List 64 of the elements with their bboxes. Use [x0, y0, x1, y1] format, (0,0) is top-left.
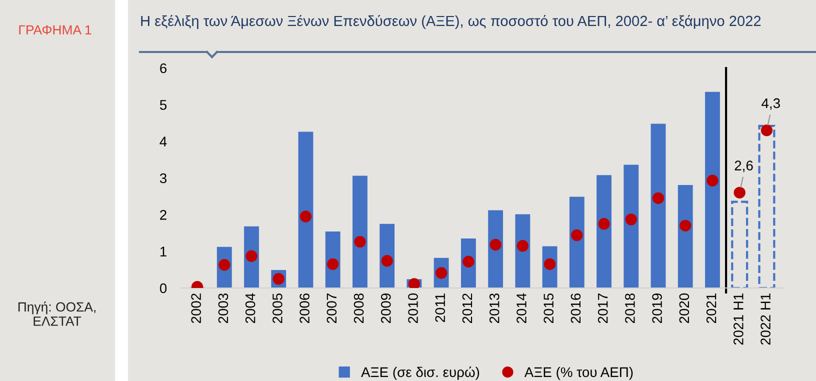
y-tick-label: 0	[160, 283, 167, 294]
bar	[569, 196, 584, 288]
point	[706, 174, 718, 186]
x-tick-label: 2012	[462, 294, 472, 324]
bar	[515, 214, 530, 288]
x-tick-label: 2014	[516, 293, 526, 324]
point	[680, 220, 692, 232]
x-tick-label: 2010	[408, 293, 418, 324]
point	[462, 256, 474, 268]
y-tick-label: 6	[160, 63, 166, 74]
point	[354, 236, 366, 248]
point	[760, 124, 773, 136]
bar	[705, 92, 720, 288]
bar	[624, 164, 639, 288]
y-tick-label: 5	[160, 100, 167, 110]
bar	[488, 210, 504, 288]
point	[598, 218, 610, 230]
bar	[731, 200, 748, 288]
point	[381, 255, 393, 267]
y-tick-label: 4	[160, 136, 167, 146]
x-tick-label: 2002	[191, 294, 201, 324]
y-tick-label: 1	[160, 246, 166, 256]
x-tick-label: 2011	[435, 294, 446, 322]
point	[571, 229, 583, 242]
chart-title: Η εξέλιξη των Άμεσων Ξένων Επενδύσεων (ΑΞΕ), ως ποσοστό του ΑΕΠ, 2002- α’ εξάμηνο 2022	[141, 14, 761, 29]
x-tick-label: 2018	[625, 293, 635, 324]
x-tick-label: 2021	[706, 294, 716, 324]
text: Πηγή: ΟΟΣΑ, ΕΛΣΤΑΤ	[18, 302, 96, 326]
x-tick-label: 2019	[652, 294, 662, 324]
y-tick-label: 2	[160, 210, 166, 220]
x-tick-label: 2005	[272, 293, 282, 324]
x-tick-label: 2007	[326, 294, 337, 324]
bar	[758, 124, 776, 288]
point	[490, 238, 502, 251]
point	[327, 258, 339, 270]
point	[300, 210, 312, 222]
point	[734, 186, 746, 199]
bar	[678, 184, 693, 288]
x-tick-label: 2022 H1	[760, 294, 770, 345]
bar	[352, 176, 368, 288]
bar	[596, 175, 612, 288]
x-tick-label: 2004	[245, 293, 256, 324]
text: ΓΡΑΦΗΜΑ 1	[19, 25, 92, 34]
x-tick-label: 2021 H1	[734, 294, 744, 345]
x-tick-label: 2008	[354, 293, 364, 324]
point	[246, 250, 258, 262]
legend-label: ΑΞΕ (σε δισ. ευρώ)	[361, 366, 480, 380]
data-label: 2,6	[734, 160, 753, 172]
legend-label: ΑΞΕ (% του ΑΕΠ)	[524, 366, 633, 380]
x-tick-label: 2015	[544, 293, 554, 324]
x-tick-label: 2017	[598, 294, 608, 324]
point	[625, 214, 637, 226]
bar	[650, 124, 666, 288]
point	[516, 240, 529, 252]
x-tick-label: 2006	[300, 293, 310, 324]
x-tick-label: 2020	[679, 293, 690, 324]
bar	[298, 132, 314, 288]
x-tick-label: 2003	[218, 293, 228, 324]
data-label: 4,3	[762, 98, 780, 110]
x-tick-label: 2016	[570, 293, 581, 324]
x-tick-label: 2009	[380, 294, 391, 324]
x-tick-label: 2013	[489, 293, 500, 324]
y-tick-label: 3	[160, 173, 166, 184]
point	[652, 192, 664, 204]
